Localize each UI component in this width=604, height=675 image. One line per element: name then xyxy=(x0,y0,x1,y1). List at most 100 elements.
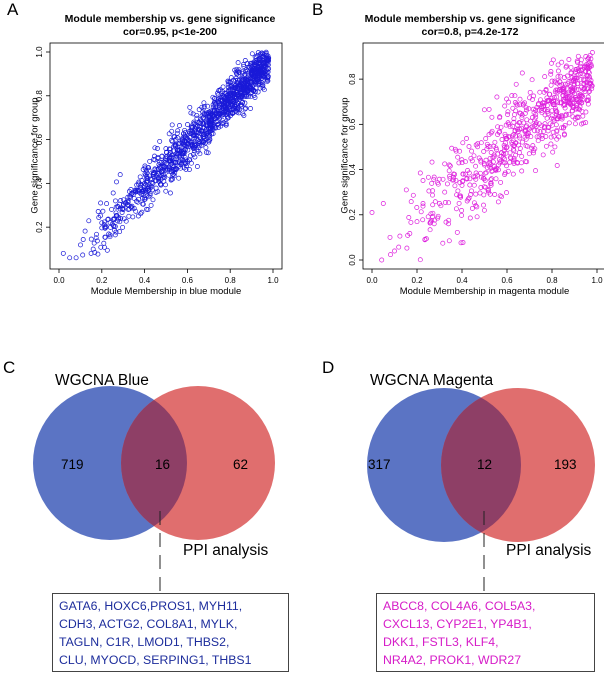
data-point xyxy=(543,143,549,149)
data-point xyxy=(509,93,515,99)
data-point xyxy=(555,62,561,68)
y-tick-label: 1.0 xyxy=(35,46,44,58)
data-point xyxy=(583,54,589,59)
data-point xyxy=(550,149,556,155)
data-point xyxy=(194,115,200,121)
data-point xyxy=(264,75,270,81)
data-point xyxy=(575,60,581,65)
data-point xyxy=(459,208,465,213)
data-point xyxy=(451,171,457,177)
data-point xyxy=(244,68,250,74)
data-point xyxy=(491,154,497,160)
data-point xyxy=(172,170,178,176)
data-point xyxy=(135,213,141,219)
data-point xyxy=(175,128,181,134)
data-point xyxy=(477,170,483,176)
data-point xyxy=(104,201,110,207)
gene-line: GATA6, HOXC6,PROS1, MYH11, xyxy=(59,599,243,613)
data-point xyxy=(481,107,487,113)
data-point xyxy=(586,76,592,82)
data-point xyxy=(507,154,513,160)
data-point xyxy=(80,237,86,242)
data-point xyxy=(568,70,574,76)
data-point xyxy=(214,108,220,114)
data-point xyxy=(504,144,510,150)
data-point xyxy=(206,139,212,145)
data-point xyxy=(135,181,141,187)
data-point xyxy=(553,122,559,128)
data-point xyxy=(187,104,193,110)
x-tick-label: 0.0 xyxy=(366,276,378,285)
data-point xyxy=(174,153,180,159)
data-point xyxy=(88,250,94,256)
data-point xyxy=(258,66,264,72)
data-point xyxy=(462,171,468,177)
data-point xyxy=(573,68,579,74)
scatter-b-plot: 0.0 0.2 0.4 0.6 0.8 1.0 0.0 0.2 0.4 0.6 0.8 xyxy=(348,42,604,285)
data-point xyxy=(475,141,481,147)
data-point xyxy=(157,164,162,170)
data-point xyxy=(144,173,150,179)
data-point xyxy=(152,153,157,159)
data-point xyxy=(139,209,145,215)
data-point xyxy=(243,88,249,93)
data-point xyxy=(566,120,572,126)
data-point xyxy=(446,221,451,227)
gene-line: CDH3, ACTG2, COL8A1, MYLK, xyxy=(59,617,238,631)
data-point xyxy=(114,179,119,185)
data-point xyxy=(548,82,554,88)
data-point xyxy=(585,94,591,100)
data-point xyxy=(473,163,479,169)
venn-c-overlap-count: 16 xyxy=(155,457,171,472)
data-point xyxy=(517,126,523,132)
data-point xyxy=(519,153,525,159)
data-point xyxy=(556,134,562,140)
data-point xyxy=(532,146,538,152)
data-point xyxy=(243,78,249,84)
data-point xyxy=(534,134,540,140)
data-point xyxy=(533,114,539,120)
data-point xyxy=(154,167,160,173)
data-point xyxy=(242,86,248,92)
data-point xyxy=(144,179,150,185)
data-point xyxy=(184,141,190,147)
data-point xyxy=(468,155,474,161)
data-point xyxy=(230,85,236,91)
data-point xyxy=(208,119,214,125)
data-point xyxy=(146,167,152,173)
data-point xyxy=(427,227,433,233)
data-point xyxy=(557,73,563,79)
data-point xyxy=(200,109,206,115)
data-point xyxy=(392,248,397,254)
data-point xyxy=(561,131,567,137)
data-point xyxy=(575,53,581,59)
data-point xyxy=(489,114,495,120)
data-point xyxy=(512,128,518,134)
data-point xyxy=(519,70,525,76)
venn-c-right-label: PPI analysis xyxy=(183,542,269,559)
data-point xyxy=(552,144,558,150)
data-point xyxy=(185,159,191,164)
data-point xyxy=(101,240,107,246)
data-point xyxy=(149,179,155,185)
data-point xyxy=(570,105,576,110)
data-point xyxy=(183,166,189,172)
data-point xyxy=(430,202,436,208)
data-point xyxy=(101,219,107,225)
data-point xyxy=(541,128,547,134)
data-point xyxy=(453,177,459,183)
data-point xyxy=(460,140,466,146)
data-point xyxy=(387,234,393,240)
data-point xyxy=(559,59,565,65)
data-point xyxy=(135,187,141,193)
data-point xyxy=(513,133,519,139)
data-point xyxy=(450,177,456,183)
x-tick-label: 1.0 xyxy=(267,276,279,285)
data-point xyxy=(420,201,426,206)
data-point xyxy=(481,184,487,190)
data-point xyxy=(489,168,495,174)
data-point xyxy=(242,58,248,63)
data-point xyxy=(185,138,191,144)
data-point xyxy=(220,84,226,90)
data-point xyxy=(498,153,504,159)
